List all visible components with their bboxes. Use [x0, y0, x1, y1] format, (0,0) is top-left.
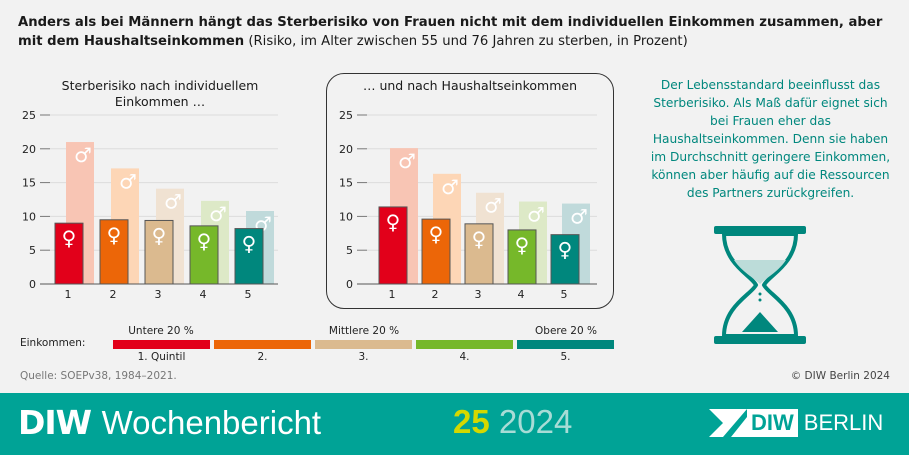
male-symbol-icon: ♂ — [570, 205, 588, 229]
y-tick-label: 15 — [22, 177, 36, 190]
y-tick-label: 25 — [339, 109, 353, 122]
women-bar — [378, 206, 408, 285]
y-tick-label: 25 — [22, 109, 36, 122]
y-tick-label: 5 — [29, 244, 36, 257]
y-tick-label: 5 — [346, 244, 353, 257]
male-symbol-icon: ♂ — [484, 194, 502, 218]
female-symbol-icon: ♀ — [472, 227, 487, 251]
x-tick-label: 4 — [200, 288, 207, 300]
brand-light: Wochenbericht — [101, 404, 322, 441]
female-symbol-icon: ♀ — [242, 232, 257, 256]
legend-item-label: 5. — [560, 351, 571, 363]
y-tick-label: 10 — [22, 210, 36, 223]
women-bar — [189, 225, 219, 285]
source-note: Quelle: SOEPv38, 1984–2021. — [20, 370, 177, 382]
female-symbol-icon: ♀ — [107, 223, 122, 247]
legend-top-label-upper: Obere 20 % — [535, 325, 597, 337]
male-symbol-icon: ♂ — [209, 202, 227, 226]
headline-subtitle: (Risiko, im Alter zwischen 55 und 76 Jah… — [244, 34, 688, 49]
male-symbol-icon: ♂ — [441, 175, 459, 199]
female-symbol-icon: ♀ — [197, 229, 212, 253]
legend-swatch — [416, 340, 513, 349]
logo-berlin: BERLIN — [803, 410, 884, 435]
legend-item-label: 2. — [257, 351, 268, 363]
women-bar — [550, 234, 580, 285]
y-tick-label: 15 — [339, 177, 353, 190]
chart2-title: … und nach Haushaltseinkommen — [362, 78, 578, 93]
legend-item-label: 4. — [459, 351, 470, 363]
x-tick-label: 1 — [65, 288, 72, 300]
x-tick-label: 3 — [155, 288, 162, 300]
issue: 25 — [453, 403, 490, 440]
x-tick-label: 1 — [389, 288, 396, 300]
male-symbol-icon: ♂ — [398, 149, 416, 173]
copyright: © DIW Berlin 2024 — [790, 370, 890, 382]
x-tick-label: 2 — [110, 288, 117, 300]
y-tick-label: 20 — [22, 143, 36, 156]
female-symbol-icon: ♀ — [515, 233, 530, 257]
chart2: 0 5 10 15 20 25 ♂ ♀ 1 ♂ ♀ 2 ♂ ♀ 3 ♂ ♀ 4 ♂ ♀ 5 — [339, 109, 597, 300]
legend-top-label-middle: Mittlere 20 % — [328, 325, 400, 337]
women-bar — [464, 223, 494, 285]
diw-berlin-logo: DIW BERLIN — [709, 409, 883, 437]
chart2-frame — [326, 73, 614, 309]
legend-swatch — [113, 340, 210, 349]
publication-name: DIW Wochenbericht — [18, 403, 321, 442]
male-symbol-icon: ♂ — [527, 203, 545, 227]
headline: Anders als bei Männern hängt das Sterber… — [18, 13, 898, 51]
year: 2024 — [498, 403, 573, 440]
chart1-title: Sterberisiko nach individuellem Einkomme… — [61, 78, 259, 109]
legend-item-label: 3. — [358, 351, 369, 363]
headline-bold: Anders als bei Männern hängt das Sterber… — [18, 15, 883, 49]
female-symbol-icon: ♀ — [558, 238, 573, 262]
logo-diw: DIW — [747, 409, 798, 437]
x-tick-label: 4 — [518, 288, 525, 300]
legend-swatch — [214, 340, 311, 349]
female-symbol-icon: ♀ — [429, 222, 444, 246]
x-tick-label: 3 — [475, 288, 482, 300]
x-tick-label: 2 — [432, 288, 439, 300]
issue-number: 25 2024 — [453, 403, 572, 441]
y-tick-label: 0 — [346, 278, 353, 291]
female-symbol-icon: ♀ — [386, 210, 401, 234]
female-symbol-icon: ♀ — [152, 223, 167, 247]
women-bar — [234, 228, 264, 285]
y-tick-label: 10 — [339, 210, 353, 223]
women-bar — [507, 229, 537, 285]
legend-item-label: 1. Quintil — [137, 351, 186, 363]
y-tick-label: 0 — [29, 278, 36, 291]
women-bar — [421, 218, 451, 285]
legend-swatch — [517, 340, 614, 349]
male-symbol-icon: ♂ — [119, 169, 137, 193]
side-text: Der Lebensstandard beeinflusst das Sterb… — [650, 78, 891, 200]
legend-swatch — [315, 340, 412, 349]
female-symbol-icon: ♀ — [62, 226, 77, 250]
logo-mark-icon — [709, 409, 747, 437]
male-symbol-icon: ♂ — [74, 143, 92, 167]
y-tick-label: 20 — [339, 143, 353, 156]
x-tick-label: 5 — [561, 288, 568, 300]
brand-bold: DIW — [18, 403, 92, 442]
legend-top-label-lower: Untere 20 % — [128, 325, 194, 337]
legend-label: Einkommen: — [20, 337, 86, 349]
hourglass-icon — [714, 226, 806, 344]
footer-bar: DIW Wochenbericht 25 2024 DIW BERLIN — [0, 393, 909, 455]
male-symbol-icon: ♂ — [164, 190, 182, 214]
x-tick-label: 5 — [245, 288, 252, 300]
